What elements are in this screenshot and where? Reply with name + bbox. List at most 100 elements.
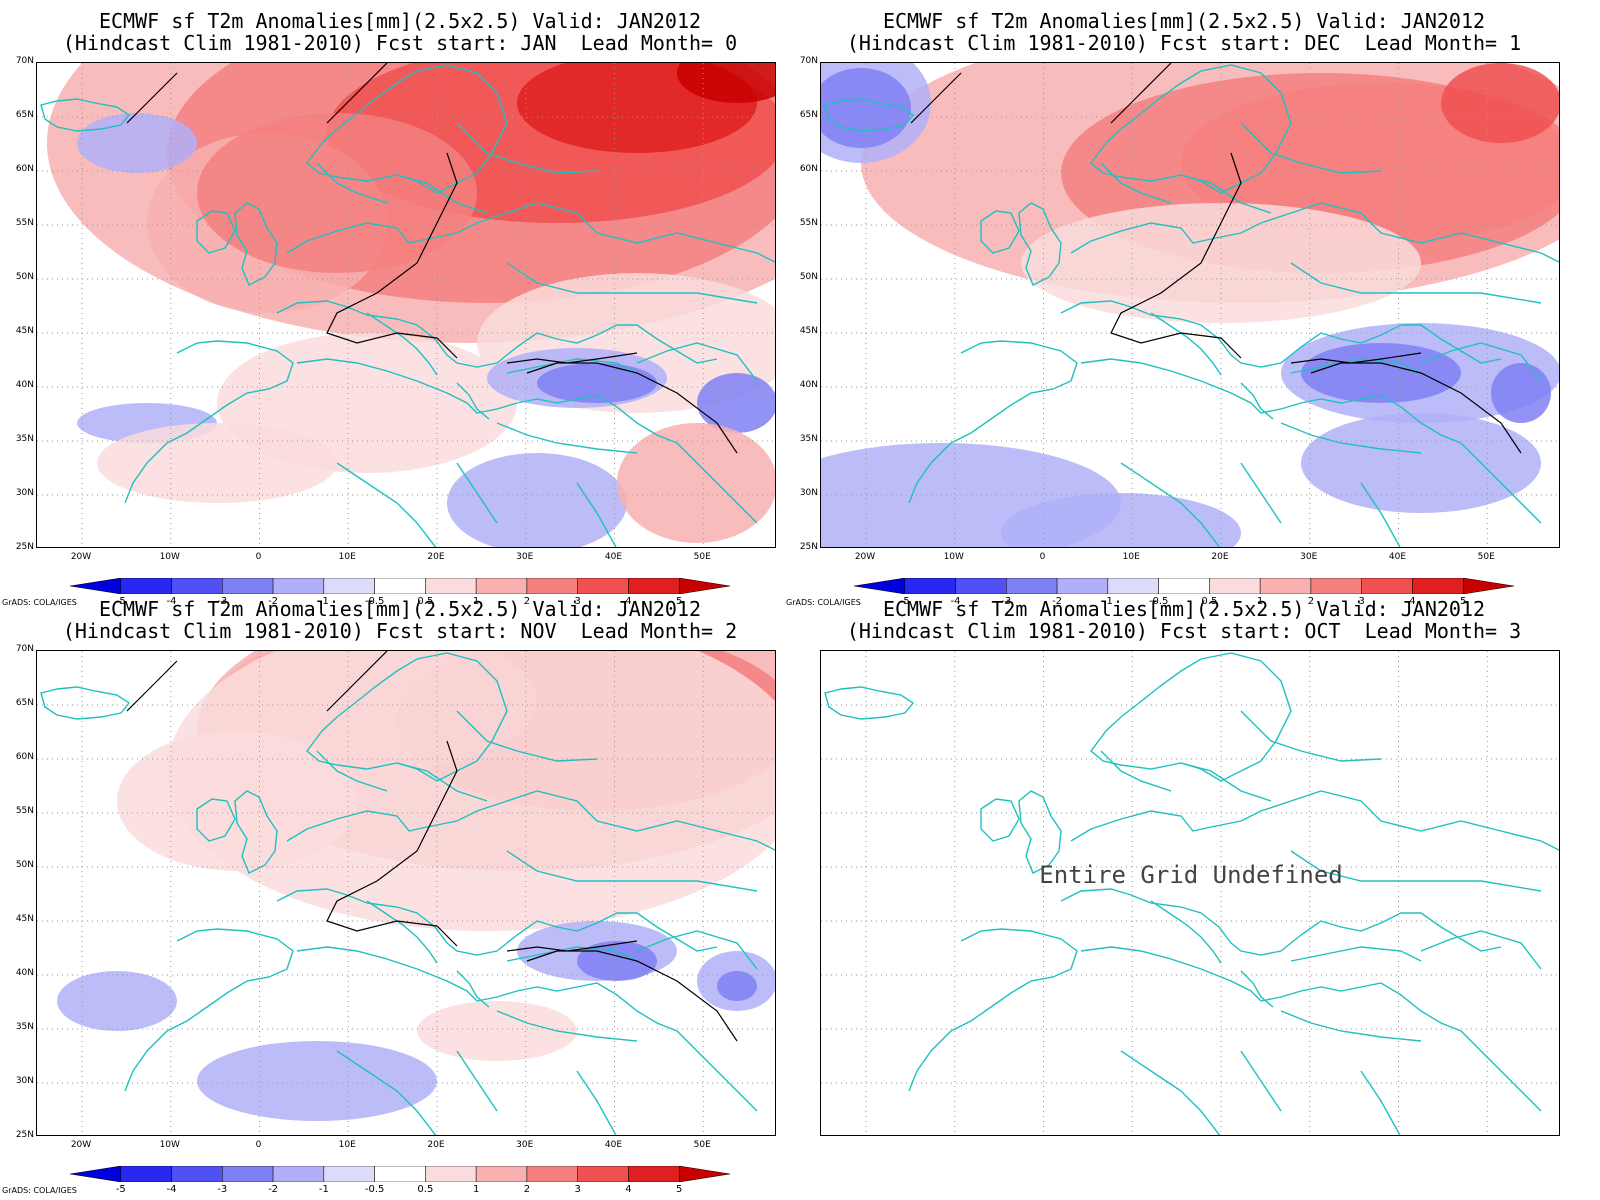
anomaly-region bbox=[197, 1041, 437, 1121]
coastline bbox=[196, 210, 236, 254]
panel-title: ECMWF sf T2m Anomalies[mm](2.5x2.5) Vali… bbox=[98, 597, 702, 621]
map-canvas bbox=[37, 651, 775, 1135]
coastline bbox=[1080, 358, 1462, 444]
lon-tick-label: 10W bbox=[159, 1140, 180, 1150]
lon-tick-label: 10E bbox=[338, 1140, 356, 1150]
coastline bbox=[1070, 202, 1559, 263]
zero-contour bbox=[126, 651, 738, 1042]
coastline bbox=[506, 946, 638, 962]
coastline bbox=[1018, 790, 1062, 874]
coastline bbox=[1420, 930, 1542, 970]
colorbar-label: 3 bbox=[1358, 596, 1365, 607]
coastline bbox=[1240, 382, 1274, 420]
colorbar-swatch bbox=[272, 1166, 325, 1182]
lon-tick-label: 20E bbox=[1211, 552, 1229, 562]
coastline bbox=[306, 652, 508, 782]
colorbar-label: -1 bbox=[318, 596, 329, 607]
coastline bbox=[506, 358, 638, 374]
coastline bbox=[1120, 1050, 1221, 1135]
coastline bbox=[396, 762, 488, 802]
lon-tick-label: 20W bbox=[70, 552, 92, 562]
lat-tick-label: 40N bbox=[15, 380, 34, 390]
coastline bbox=[1290, 358, 1422, 374]
lat-tick-label: 55N bbox=[15, 218, 34, 228]
colorbar-label: -2 bbox=[268, 596, 279, 607]
lon-tick-label: 0 bbox=[1039, 552, 1046, 562]
coastline bbox=[1280, 422, 1422, 454]
colorbar-label: 2 bbox=[523, 1184, 531, 1195]
coastline bbox=[636, 342, 758, 382]
colorbar-label: 2 bbox=[1307, 596, 1315, 607]
lon-tick-label: 40E bbox=[604, 1140, 623, 1150]
coastline bbox=[506, 850, 758, 892]
lat-tick-label: 40N bbox=[15, 968, 34, 978]
panel-title: ECMWF sf T2m Anomalies[mm](2.5x2.5) Vali… bbox=[882, 597, 1486, 621]
lon-tick-label: 20W bbox=[854, 552, 876, 562]
graticule bbox=[821, 63, 1559, 547]
anomaly-region bbox=[1301, 413, 1541, 513]
colorbar-strip bbox=[70, 578, 730, 594]
map-panel-lead1: ECMWF sf T2m Anomalies[mm](2.5x2.5) Vali… bbox=[784, 0, 1584, 607]
graticule bbox=[821, 651, 1559, 1135]
colorbar-label: 4 bbox=[1409, 596, 1416, 607]
colorbar-swatch bbox=[577, 1166, 629, 1182]
coastline bbox=[576, 482, 617, 547]
lon-tick-label: 30E bbox=[1300, 552, 1318, 562]
coastline bbox=[456, 122, 598, 174]
coastline bbox=[316, 750, 388, 792]
colorbar-swatch bbox=[1462, 578, 1514, 594]
lat-tick-label: 65N bbox=[799, 110, 818, 120]
lon-tick-label: 10W bbox=[943, 552, 964, 562]
lat-tick-label: 30N bbox=[15, 488, 34, 498]
anomaly-region bbox=[1441, 63, 1559, 143]
coastline bbox=[1360, 1070, 1401, 1135]
map-canvas bbox=[821, 63, 1559, 547]
coastline bbox=[1180, 174, 1272, 214]
lon-tick-label: 10W bbox=[159, 552, 180, 562]
coastline bbox=[1280, 1010, 1422, 1042]
map-canvas bbox=[37, 63, 775, 547]
lon-tick-label: 20W bbox=[70, 1140, 92, 1150]
anomaly-shading bbox=[821, 63, 1559, 547]
panel-title: ECMWF sf T2m Anomalies[mm](2.5x2.5) Vali… bbox=[882, 9, 1486, 33]
anomaly-map: Entire Grid Undefined bbox=[820, 650, 1560, 1136]
lon-tick-label: 10E bbox=[338, 552, 356, 562]
lon-tick-label: 40E bbox=[604, 552, 623, 562]
coastline bbox=[124, 340, 294, 504]
coastlines bbox=[824, 64, 1559, 547]
panel-title: ECMWF sf T2m Anomalies[mm](2.5x2.5) Vali… bbox=[98, 9, 702, 33]
map-canvas bbox=[821, 651, 1559, 1135]
colorbar-label: -5 bbox=[115, 1184, 126, 1195]
coastline bbox=[1120, 462, 1221, 547]
colorbar-label: -4 bbox=[166, 1184, 177, 1195]
graticule bbox=[37, 63, 775, 547]
coastline bbox=[496, 422, 638, 454]
coastlines bbox=[824, 652, 1559, 1135]
coastline bbox=[1240, 710, 1382, 762]
coastline bbox=[1240, 122, 1382, 174]
panel-subtitle: (Hindcast Clim 1981-2010) Fcst start: DE… bbox=[846, 31, 1522, 55]
anomaly-region bbox=[1001, 493, 1241, 547]
coastline bbox=[196, 798, 236, 842]
anomaly-region bbox=[417, 1001, 577, 1061]
coastline bbox=[980, 210, 1020, 254]
lon-tick-label: 0 bbox=[255, 552, 262, 562]
colorbar-label: -2 bbox=[1052, 596, 1063, 607]
coastline bbox=[1360, 482, 1401, 547]
coastline bbox=[1090, 652, 1292, 782]
colorbar-swatch bbox=[678, 1166, 730, 1182]
coastline bbox=[1290, 850, 1542, 892]
colorbar-label: 1 bbox=[472, 596, 480, 607]
colorbar-label: -4 bbox=[950, 596, 961, 607]
coastline bbox=[1240, 970, 1274, 1008]
colorbar-label: 3 bbox=[574, 596, 581, 607]
colorbar-label: -0.5 bbox=[364, 596, 385, 607]
panel-subtitle: (Hindcast Clim 1981-2010) Fcst start: NO… bbox=[62, 619, 738, 643]
lat-tick-label: 55N bbox=[15, 806, 34, 816]
anomaly-region bbox=[197, 113, 477, 273]
anomaly-region bbox=[1491, 363, 1551, 423]
colorbar-label: -0.5 bbox=[364, 1184, 385, 1195]
coastline bbox=[1460, 442, 1542, 524]
colorbar-swatch bbox=[120, 1166, 172, 1182]
map-panel-lead0: ECMWF sf T2m Anomalies[mm](2.5x2.5) Vali… bbox=[0, 0, 800, 607]
